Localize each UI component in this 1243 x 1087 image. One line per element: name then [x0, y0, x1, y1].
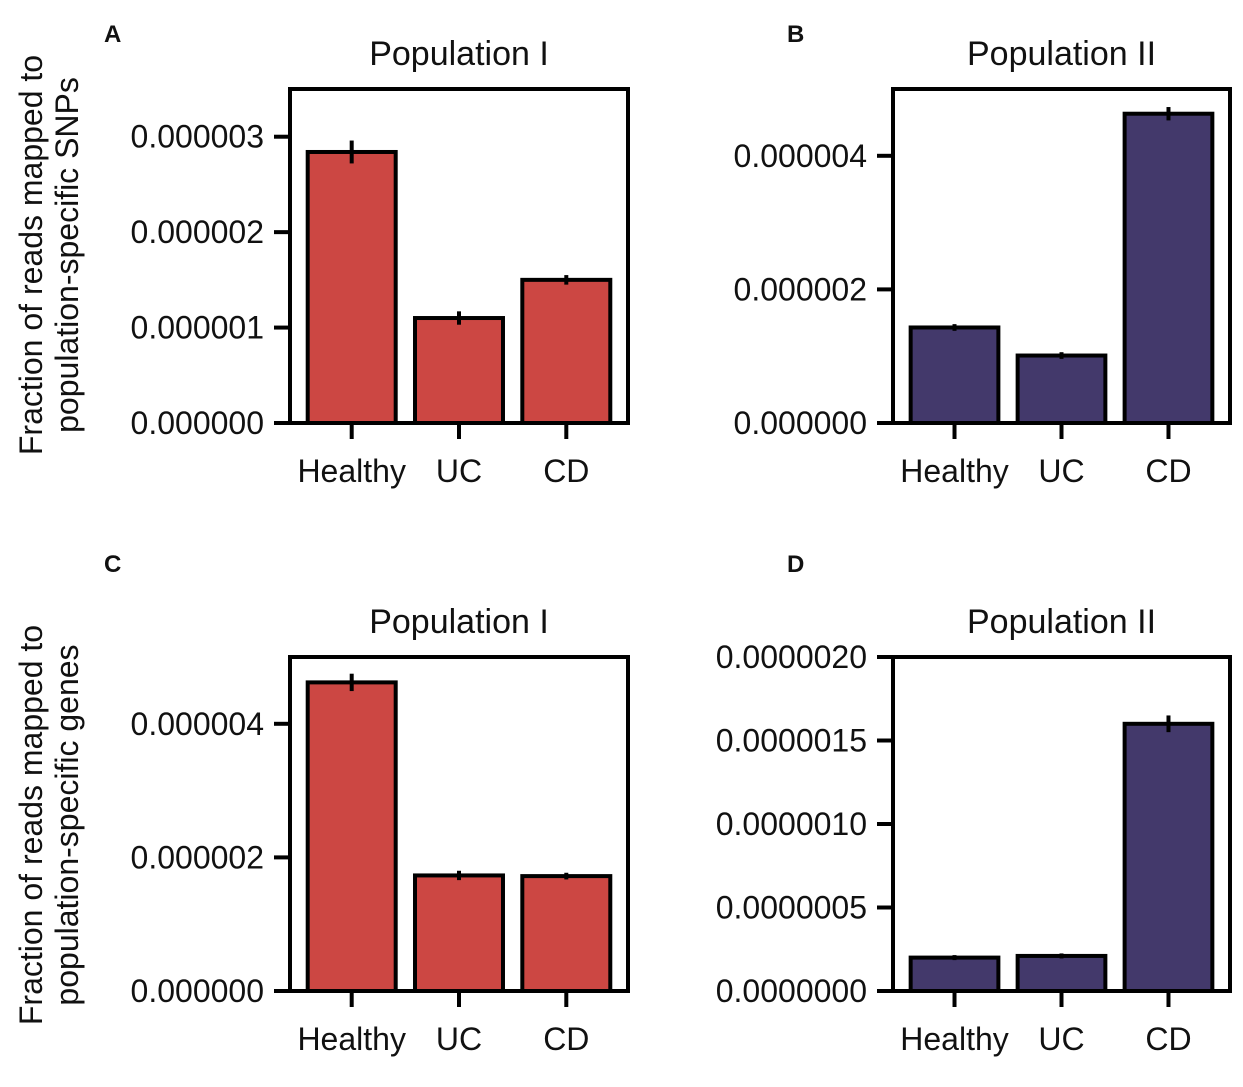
panel-a: A Population I Healthy UC CD 0.000000 0.000001…: [104, 21, 630, 489]
ytick-label-d-4: 0.0000020: [716, 639, 867, 675]
bar-a-healthy: [305, 149, 398, 426]
axes-frame-a: [288, 87, 630, 425]
ytick-label-b-2: 0.000004: [734, 138, 867, 174]
ylabel-bottom-line2: population-specific genes: [49, 644, 85, 1005]
xtick-label-d-cd: CD: [1145, 1021, 1191, 1057]
ytick-label-d-1: 0.0000005: [716, 890, 867, 926]
bar-d-uc: [1015, 953, 1108, 993]
panel-letter-a: A: [104, 21, 121, 48]
panel-letter-b: B: [787, 21, 804, 48]
ylabel-top-line2: population-specific SNPs: [49, 77, 85, 433]
bar-b-uc: [1015, 353, 1108, 426]
ytick-label-c-2: 0.000004: [131, 706, 264, 742]
xtick-label-b-healthy: Healthy: [900, 453, 1009, 489]
panel-title-d: Population II: [967, 603, 1156, 641]
panel-c: C Population I Healthy UC CD 0.000000 0.000002…: [104, 551, 630, 1057]
bar-b-cd: [1122, 111, 1215, 425]
panel-letter-d: D: [787, 551, 804, 578]
xtick-label-c-healthy: Healthy: [297, 1021, 406, 1057]
ytick-label-d-0: 0.0000000: [716, 973, 867, 1009]
ytick-label-d-2: 0.0000010: [716, 806, 867, 842]
bar-b-healthy: [908, 325, 1001, 426]
panel-d: D Population II Healthy UC CD 0.0000000 0.0000…: [716, 551, 1232, 1057]
bar-a-uc: [413, 316, 505, 425]
xtick-label-d-healthy: Healthy: [900, 1021, 1009, 1057]
xtick-label-b-cd: CD: [1145, 453, 1191, 489]
ylabel-bottom-line1: Fraction of reads mapped to: [13, 625, 49, 1025]
ylabel-top-line1: Fraction of reads mapped to: [13, 55, 49, 455]
ylabel-top: Fraction of reads mapped to population-s…: [13, 55, 85, 455]
xtick-label-b-uc: UC: [1038, 453, 1084, 489]
ytick-label-c-1: 0.000002: [131, 839, 264, 875]
ytick-label-a-1: 0.000001: [131, 310, 264, 346]
bar-d-cd: [1122, 721, 1215, 993]
xtick-label-c-uc: UC: [436, 1021, 482, 1057]
axes-frame-d: [891, 655, 1232, 993]
bar-c-uc: [413, 873, 505, 993]
bar-d-healthy: [908, 955, 1001, 993]
xtick-label-a-healthy: Healthy: [297, 453, 406, 489]
axes-frame-b: [891, 87, 1232, 425]
axes-frame-c: [288, 655, 630, 993]
bar-c-cd: [520, 874, 613, 993]
xtick-label-d-uc: UC: [1038, 1021, 1084, 1057]
ytick-label-a-2: 0.000002: [131, 214, 264, 250]
ytick-label-a-0: 0.000000: [131, 405, 264, 441]
panel-title-b: Population II: [967, 35, 1156, 73]
bar-a-cd: [520, 277, 613, 425]
bar-c-healthy: [305, 680, 398, 993]
panel-title-a: Population I: [369, 35, 549, 73]
ytick-label-b-0: 0.000000: [734, 405, 867, 441]
ytick-label-d-3: 0.0000015: [716, 723, 867, 759]
panel-letter-c: C: [104, 551, 121, 578]
xtick-label-a-uc: UC: [436, 453, 482, 489]
panel-title-c: Population I: [369, 603, 549, 641]
ytick-label-c-0: 0.000000: [131, 973, 264, 1009]
ytick-label-b-1: 0.000002: [734, 271, 867, 307]
xtick-label-c-cd: CD: [543, 1021, 589, 1057]
panel-b: B Population II Healthy UC CD 0.000000 0.00000…: [734, 21, 1232, 489]
ytick-label-a-3: 0.000003: [131, 119, 264, 155]
xtick-label-a-cd: CD: [543, 453, 589, 489]
ylabel-bottom: Fraction of reads mapped to population-s…: [13, 625, 85, 1025]
